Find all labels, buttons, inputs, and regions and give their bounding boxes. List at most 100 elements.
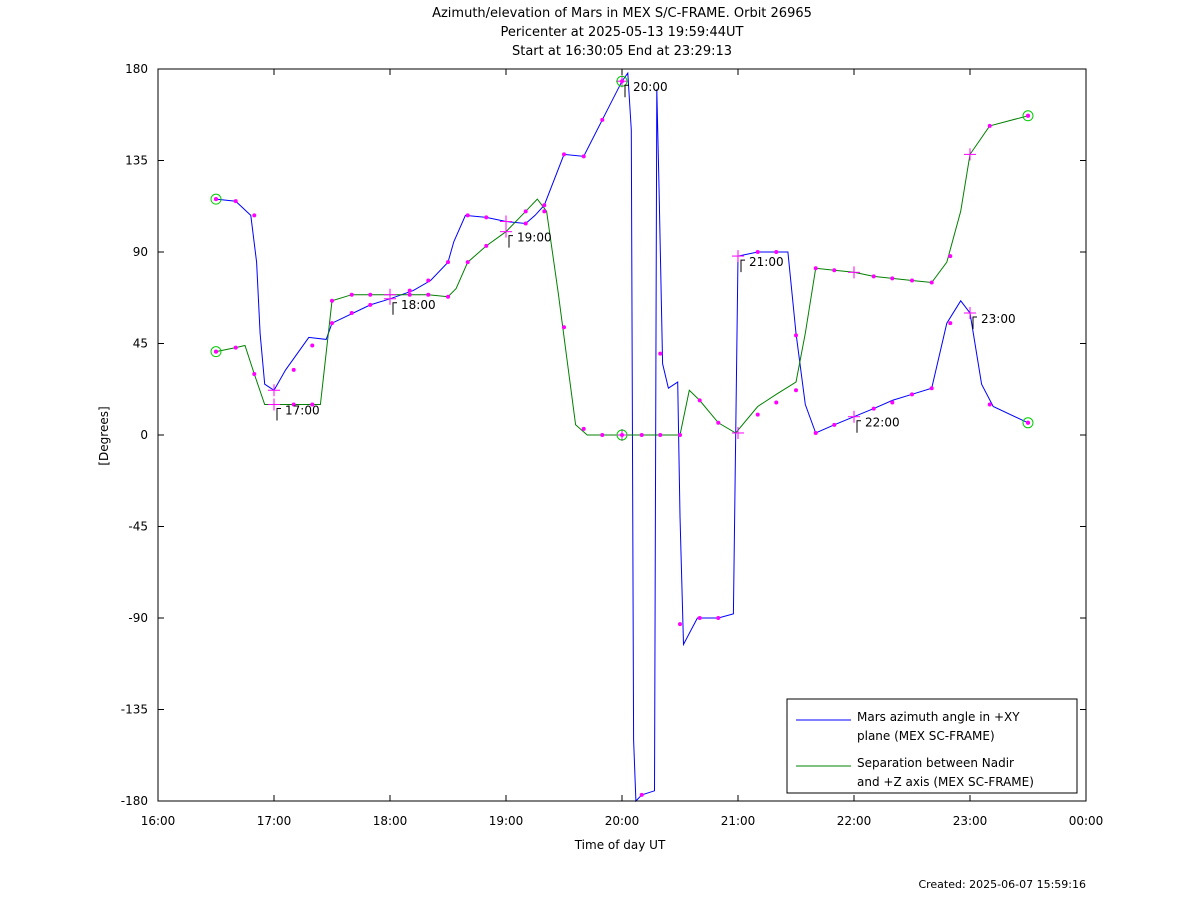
created-timestamp: Created: 2025-06-07 15:59:16 [918, 878, 1086, 891]
sample-dot [542, 203, 547, 208]
sample-dot [871, 274, 876, 279]
series-line-separation [215, 115, 1029, 436]
legend: Mars azimuth angle in +XY plane (MEX SC-… [786, 698, 1078, 794]
sample-dot [929, 280, 934, 285]
sample-dot [774, 250, 779, 254]
sample-dot [697, 398, 702, 403]
sample-dot [890, 400, 895, 405]
sample-dot [910, 278, 914, 283]
sample-dot [368, 302, 373, 307]
orbit-point-dot [214, 349, 218, 354]
time-annotation-hook [392, 302, 397, 315]
sample-dot [581, 154, 586, 159]
sample-dot [794, 388, 798, 393]
y-tick-label: 180 [125, 62, 148, 76]
y-tick-label: -90 [128, 611, 148, 625]
legend-label-separation-line1: Separation between Nadir [857, 756, 1014, 770]
sample-dot [446, 294, 450, 299]
sample-dot [794, 333, 798, 338]
time-annotation-hook [624, 84, 629, 98]
time-annotation-hook [740, 259, 745, 273]
sample-dot [600, 433, 605, 437]
sample-dot [291, 367, 296, 372]
y-tick-label: 0 [140, 428, 148, 442]
sample-dot [252, 213, 257, 218]
x-tick-label: 23:00 [953, 814, 988, 828]
sample-dot [716, 616, 721, 620]
y-tick-label: -135 [121, 703, 148, 717]
sample-dot [233, 345, 238, 350]
y-tick-label: -180 [121, 794, 148, 808]
sample-dot [813, 266, 818, 271]
x-tick-label: 18:00 [373, 814, 408, 828]
orbit-point-dot [620, 79, 624, 84]
x-tick-label: 17:00 [257, 814, 292, 828]
time-annotation-label: 18:00 [401, 298, 436, 312]
sample-dot [948, 321, 953, 326]
y-tick-label: 45 [133, 337, 148, 351]
sample-dot [774, 400, 779, 405]
y-tick-label: 90 [133, 245, 148, 259]
time-annotation-label: 17:00 [285, 404, 320, 418]
sample-dot [890, 276, 895, 281]
sample-dot [658, 351, 663, 356]
sample-dot [832, 422, 837, 427]
sample-dot [349, 311, 354, 315]
time-annotation-hook [856, 420, 861, 433]
orbit-point-dot [214, 197, 218, 202]
sample-dot [562, 325, 566, 330]
legend-label-separation-line2: and +Z axis (MEX SC-FRAME) [857, 775, 1034, 789]
orbit-point-circle [616, 429, 628, 441]
time-annotation-hook [972, 316, 977, 329]
x-tick-label: 20:00 [605, 814, 640, 828]
sample-dot [291, 402, 296, 407]
sample-dot [910, 392, 914, 397]
sample-dot [716, 420, 721, 425]
time-annotation-label: 19:00 [517, 231, 552, 245]
sample-dot [252, 372, 257, 376]
sample-dot [697, 616, 702, 620]
sample-dot [871, 406, 876, 411]
sample-dot [330, 321, 334, 326]
orbit-point-dot [620, 433, 624, 437]
sample-dot [832, 268, 837, 273]
orbit-point-circle [1022, 417, 1034, 429]
plot-layer: 17:00 18:00 19:00 20:00 21:00 22:00 23:00 [210, 71, 1034, 803]
chart-subtitle-start-end: Start at 16:30:05 End at 23:29:13 [511, 44, 733, 59]
sample-dot [948, 254, 953, 259]
x-tick-label: 19:00 [489, 814, 524, 828]
legend-label-azimuth-line1: Mars azimuth angle in +XY [857, 710, 1020, 724]
sample-dot [407, 288, 412, 293]
y-tick-label: -45 [128, 520, 148, 534]
sample-dot [349, 292, 354, 297]
x-tick-label: 22:00 [837, 814, 872, 828]
sample-dot [310, 343, 315, 348]
sample-dot [581, 426, 586, 431]
orbit-point-circle [210, 346, 222, 358]
time-annotation-label: 21:00 [749, 255, 784, 269]
x-axis-label: Time of day UT [574, 838, 666, 852]
sample-dot [523, 221, 528, 226]
sample-dot [658, 433, 663, 437]
sample-dot [562, 152, 566, 157]
sample-dot [426, 278, 431, 283]
sample-dot [987, 402, 992, 407]
sample-dot [755, 412, 760, 417]
sample-dot [678, 622, 682, 627]
x-tick-label: 00:00 [1069, 814, 1104, 828]
sample-dot [755, 250, 760, 254]
legend-label-azimuth-line2: plane (MEX SC-FRAME) [857, 729, 995, 743]
chart-subtitle-pericenter: Pericenter at 2025-05-13 19:59:44UT [500, 25, 744, 40]
chart-title: Azimuth/elevation of Mars in MEX S/C-FRA… [432, 6, 812, 21]
sample-dot [542, 209, 547, 214]
sample-dot [678, 433, 682, 437]
sample-dot [484, 215, 489, 220]
orbit-point-dot [1026, 113, 1030, 118]
sample-dot [987, 123, 992, 128]
sample-dot [407, 292, 412, 297]
sample-dot [484, 243, 489, 248]
time-annotation-hook [508, 235, 513, 248]
orbit-point-circle [1022, 110, 1034, 122]
sample-dot [523, 209, 528, 214]
sample-dot [426, 292, 431, 297]
